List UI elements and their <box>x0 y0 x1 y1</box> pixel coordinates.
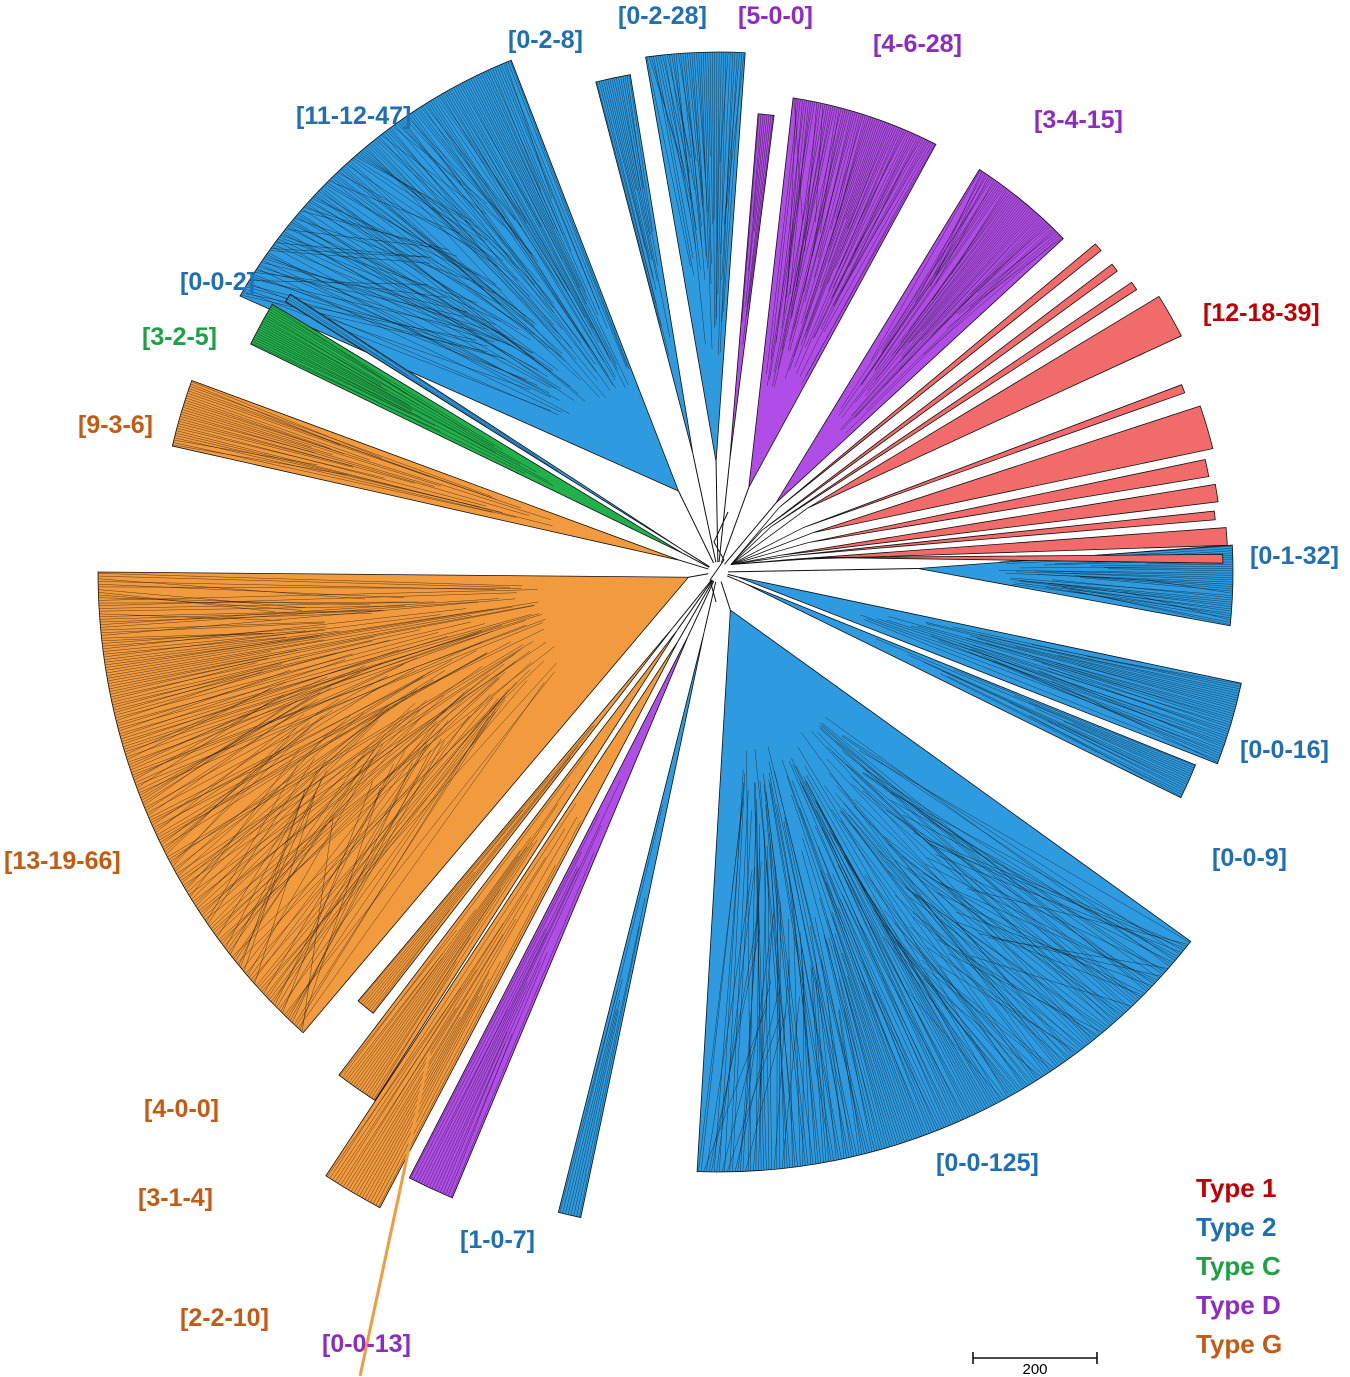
clade-wedge-0-0-125 <box>696 609 1192 1173</box>
clade-label-0-2-28: [0-2-28] <box>618 2 707 30</box>
clade-label-1-0-7: [1-0-7] <box>460 1226 535 1254</box>
clade-label-2-2-10: [2-2-10] <box>180 1304 269 1332</box>
clade-wedge-13-19-66 <box>97 571 690 1034</box>
clade-wedge-0-0-2 <box>284 293 685 552</box>
clade-labels: [11-12-47] [0-2-8] [0-2-28] [5-0-0] [4-6… <box>4 2 1339 1358</box>
clade-label-3-2-5: [3-2-5] <box>142 323 217 351</box>
clade-label-4-0-0: [4-0-0] <box>144 1095 219 1123</box>
clade-label-0-1-32: [0-1-32] <box>1250 542 1339 570</box>
clade-label-9-3-6: [9-3-6] <box>78 411 153 439</box>
legend-type-d: Type D <box>1196 1290 1281 1320</box>
clade-wedge-0-0-9 <box>745 583 1197 799</box>
legend-type-2: Type 2 <box>1196 1212 1276 1242</box>
clade-label-0-0-16: [0-0-16] <box>1240 736 1329 764</box>
clade-wedge-5-0-0 <box>729 113 775 463</box>
scale-bar: 200 <box>972 1352 1098 1377</box>
clade-label-3-4-15: [3-4-15] <box>1034 106 1123 134</box>
clade-wedge-2-2-10 <box>325 641 679 1209</box>
clade-label-11-12-47: [11-12-47] <box>296 102 411 130</box>
legend: Type 1 Type 2 Type C Type D Type G <box>1196 1173 1282 1359</box>
clade-label-4-6-28: [4-6-28] <box>873 30 962 58</box>
clade-wedge-4-6-28 <box>748 97 937 488</box>
clade-wedge-11-12-47 <box>239 59 680 492</box>
clade-wedge-3-2-5 <box>250 303 683 554</box>
clade-label-12-18-39: [12-18-39] <box>1203 299 1320 327</box>
clade-label-0-2-8: [0-2-8] <box>508 26 583 54</box>
clade-label-0-0-125: [0-0-125] <box>936 1149 1039 1177</box>
internal-branches <box>673 454 918 642</box>
clade-wedge-3-1-4 <box>338 629 679 1101</box>
clade-wedge-9-3-6 <box>171 379 680 561</box>
clade-wedge-3-4-15 <box>775 168 1064 504</box>
clade-wedge-1-0-7 <box>557 630 705 1219</box>
clade-wedge-0-0-13 <box>408 635 689 1199</box>
clade-wedge-0-2-8 <box>595 74 694 455</box>
clade-label-0-0-9: [0-0-9] <box>1212 844 1287 872</box>
root-branches <box>709 511 729 603</box>
scale-bar-label: 200 <box>1022 1361 1047 1377</box>
clade-wedges <box>97 51 1242 1377</box>
clade-label-5-0-0: [5-0-0] <box>738 2 813 30</box>
clade-label-0-0-13: [0-0-13] <box>322 1330 411 1358</box>
clade-wedge-4-0-0 <box>357 626 675 1014</box>
legend-type-c: Type C <box>1196 1251 1281 1281</box>
clade-tail-2-2-10 <box>358 1051 432 1377</box>
clade-wedge-12-18-39 <box>761 243 1228 564</box>
legend-type-g: Type G <box>1196 1329 1282 1359</box>
clade-wedge-0-0-16 <box>737 576 1242 765</box>
clade-label-0-0-2: [0-0-2] <box>180 268 255 296</box>
clade-label-13-19-66: [13-19-66] <box>4 847 121 875</box>
legend-type-1: Type 1 <box>1196 1173 1276 1203</box>
clade-wedge-0-2-28 <box>645 51 746 463</box>
clade-label-3-1-4: [3-1-4] <box>138 1184 213 1212</box>
